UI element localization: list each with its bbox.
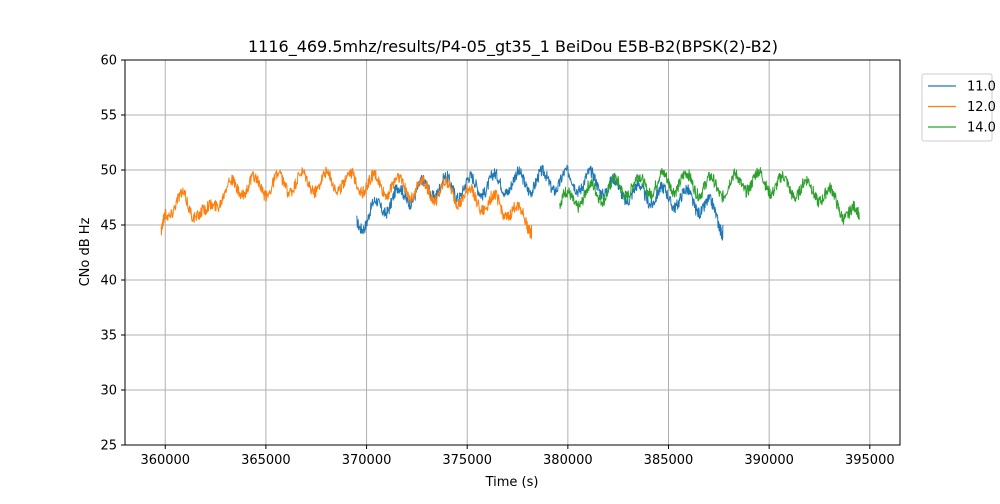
grid	[125, 59, 900, 446]
y-tick-label: 50	[100, 164, 117, 179]
y-tick-label: 55	[100, 109, 117, 124]
plot-frame	[124, 59, 901, 446]
x-tick-label: 395000	[845, 453, 895, 468]
y-tick-label: 40	[100, 274, 117, 289]
x-axis-label: Time (s)	[485, 475, 539, 490]
x-tick-label: 380000	[543, 453, 593, 468]
x-tick-label: 385000	[644, 453, 694, 468]
x-tick-label: 360000	[140, 453, 190, 468]
y-tick-label: 25	[100, 439, 117, 454]
x-tick-label: 370000	[342, 453, 392, 468]
axis-ticks: 360000 365000 370000 375000 380000 385000 3900…	[100, 54, 894, 469]
series-line-14-0	[559, 167, 861, 225]
legend: 11.0 12.0 14.0	[921, 73, 996, 142]
chart-title: 1116_469.5mhz/results/P4-05_gt35_1 BeiDo…	[248, 37, 778, 57]
legend-label: 14.0	[967, 121, 996, 136]
y-tick-label: 30	[100, 384, 117, 399]
plot-lines	[160, 164, 861, 241]
legend-label: 11.0	[967, 80, 996, 95]
y-tick-label: 35	[100, 329, 117, 344]
x-tick-label: 390000	[744, 453, 794, 468]
x-tick-label: 365000	[241, 453, 291, 468]
y-axis-label: CNo dB Hz	[78, 217, 93, 286]
series-line-12-0	[160, 166, 533, 240]
legend-label: 12.0	[967, 100, 996, 115]
x-tick-label: 375000	[442, 453, 492, 468]
y-tick-label: 45	[100, 219, 117, 234]
legend-box	[921, 73, 993, 142]
y-tick-label: 60	[100, 54, 117, 69]
